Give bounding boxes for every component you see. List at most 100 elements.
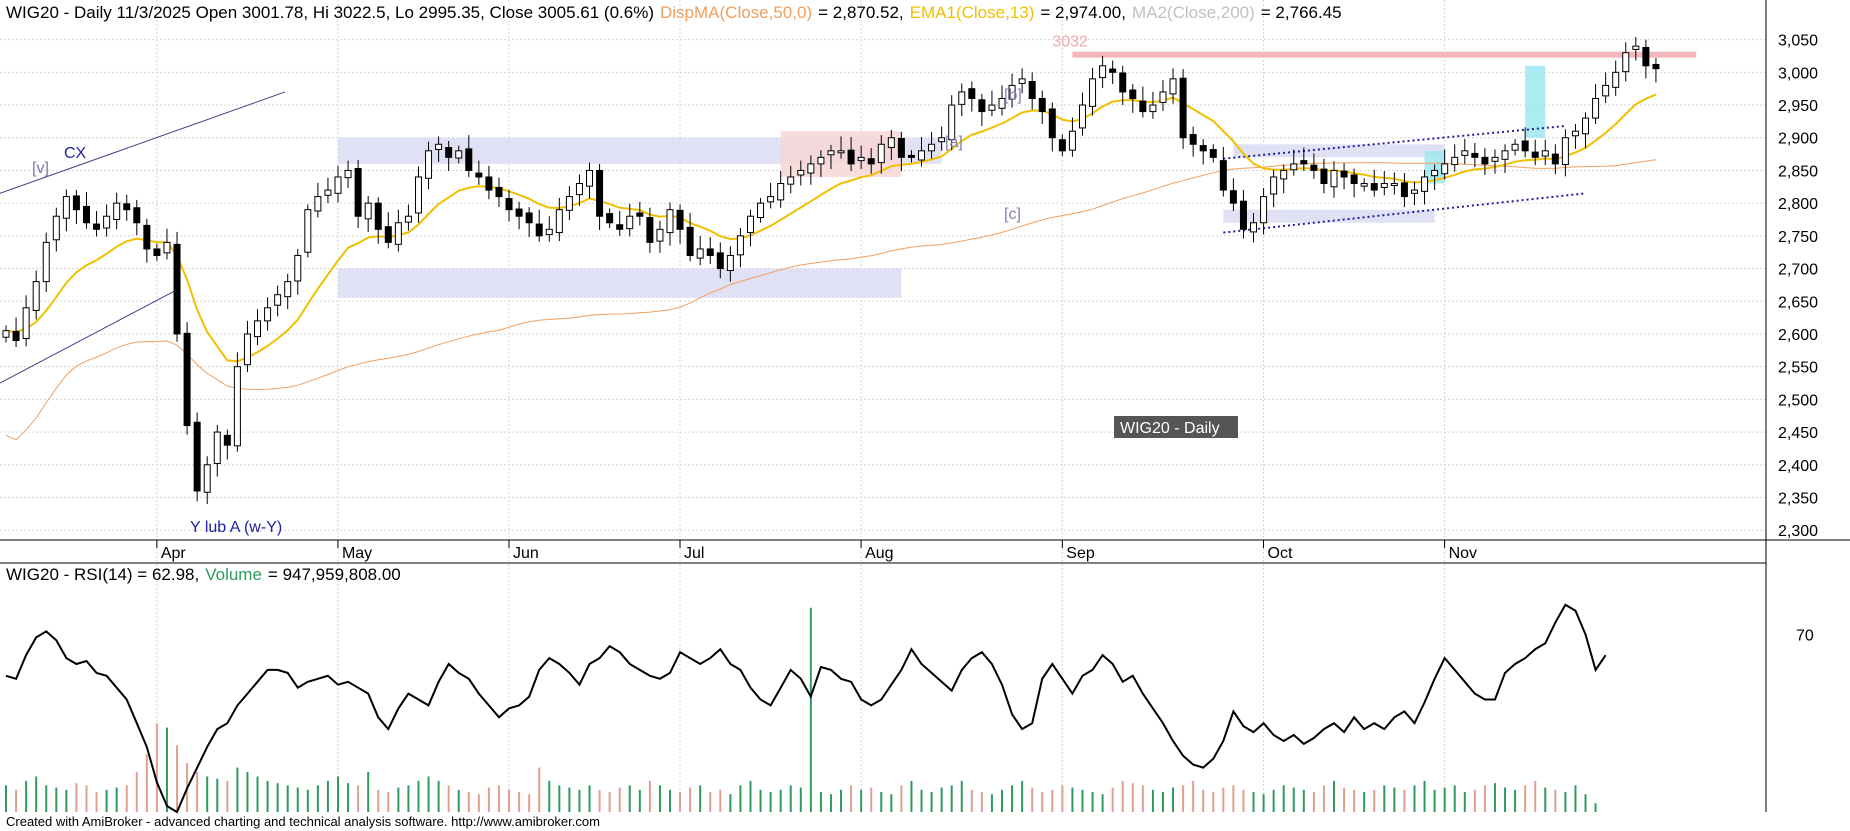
candle-body [1471, 152, 1479, 158]
candle-body [32, 281, 40, 311]
candle-body [505, 198, 513, 211]
y-tick-label: 3,050 [1778, 33, 1818, 50]
candle-body [2, 330, 10, 338]
candle-body [636, 212, 644, 217]
candle-body [435, 143, 443, 151]
candle-body [1209, 149, 1217, 158]
candle-body [1642, 46, 1650, 67]
candle-body [374, 202, 382, 230]
candle-body [1592, 97, 1600, 119]
candle-body [1501, 150, 1509, 160]
candle-body [153, 248, 161, 256]
candle-body [1119, 72, 1127, 93]
watermark-label: WIG20 - Daily [1120, 420, 1220, 437]
candle-body [314, 196, 322, 212]
candle-body [606, 213, 614, 224]
resistance-label: 3032 [1052, 34, 1088, 51]
candle-body [897, 137, 905, 158]
grid-lines [0, 0, 1766, 812]
y-tick-label: 2,350 [1778, 490, 1818, 507]
candle-body [696, 248, 704, 259]
candle-body [907, 154, 915, 158]
candle-body [1431, 169, 1439, 177]
candle-body [656, 228, 664, 242]
y-tick-label: 2,950 [1778, 98, 1818, 115]
candle-body [837, 150, 845, 154]
resistance-line [1072, 51, 1697, 58]
candle-body [807, 163, 815, 174]
candle-body [777, 183, 785, 201]
candle-body [42, 241, 50, 283]
candle-body [1400, 182, 1408, 198]
candle-body [716, 252, 724, 270]
rsi-tick-label: 70 [1796, 627, 1814, 644]
wave-label: [c] [1004, 206, 1021, 223]
x-tick-label: Apr [161, 545, 187, 562]
candle-body [1189, 133, 1197, 145]
x-tick-label: Jul [684, 545, 704, 562]
candle-body [1129, 89, 1137, 99]
candle-body [676, 209, 684, 230]
candle-body [475, 172, 483, 178]
candle-body [334, 176, 342, 194]
candle-body [143, 224, 151, 250]
candle-body [877, 143, 885, 164]
candle-body [1229, 190, 1237, 204]
candle-body [324, 189, 332, 196]
lower-header: WIG20 - RSI(14) = 62.98, Volume = 947,959,… [6, 565, 401, 584]
y-tick-label: 2,700 [1778, 262, 1818, 279]
channel-zone-lower [1223, 209, 1435, 223]
candle-body [82, 205, 90, 224]
candle-body [1602, 84, 1610, 97]
candle-body [1048, 108, 1056, 139]
ma50-line [5, 159, 1656, 441]
candle-body [1038, 97, 1046, 113]
rsi-line [5, 603, 1607, 814]
x-tick-label: Sep [1066, 545, 1095, 562]
candle-body [183, 332, 191, 427]
candle-body [1521, 140, 1529, 152]
candle-body [797, 169, 805, 176]
candle-body [93, 223, 101, 230]
candle-body [1008, 84, 1016, 100]
x-tick-label: Aug [865, 545, 893, 562]
y-tick-label: 3,000 [1778, 65, 1818, 82]
candle-body [867, 158, 875, 165]
header-prefix: WIG20 - Daily 11/3/2025 Open 3001.78, Hi… [6, 3, 1342, 22]
candle-body [928, 143, 936, 152]
x-tick-label: Nov [1449, 545, 1477, 562]
trendline-lower [0, 287, 181, 384]
footer-credit: Created with AmiBroker - advanced charti… [6, 814, 600, 829]
candle-body [586, 169, 594, 187]
candle-body [958, 91, 966, 105]
candle-body [1551, 153, 1559, 165]
candle-body [264, 307, 272, 322]
candle-body [535, 223, 543, 237]
candle-body [304, 209, 312, 253]
candle-body [948, 104, 956, 141]
wave-label: CX [64, 145, 87, 162]
candle-body [968, 88, 976, 99]
candle-body [1250, 222, 1258, 233]
candle-body [1139, 100, 1147, 113]
candle-body [203, 464, 211, 493]
candle-body [1350, 174, 1358, 185]
candle-body [233, 366, 241, 447]
candle-body [666, 209, 674, 234]
y-tick-label: 2,400 [1778, 458, 1818, 475]
candle-body [1360, 183, 1368, 187]
candle-body [12, 330, 20, 342]
candle-body [414, 176, 422, 214]
candle-body [575, 183, 583, 196]
candle-body [254, 320, 262, 338]
indicator-lines [5, 93, 1657, 441]
candle-body [1451, 156, 1459, 166]
axes: 2,300 2,350 2,400 2,450 2,500 2,550 2,600 2,650… [156, 33, 1818, 644]
candle-body [213, 431, 221, 464]
candle-body [344, 169, 352, 179]
candle-body [384, 226, 392, 243]
candle-body [72, 195, 80, 211]
candle-body [1632, 45, 1640, 50]
candle-body [646, 217, 654, 243]
